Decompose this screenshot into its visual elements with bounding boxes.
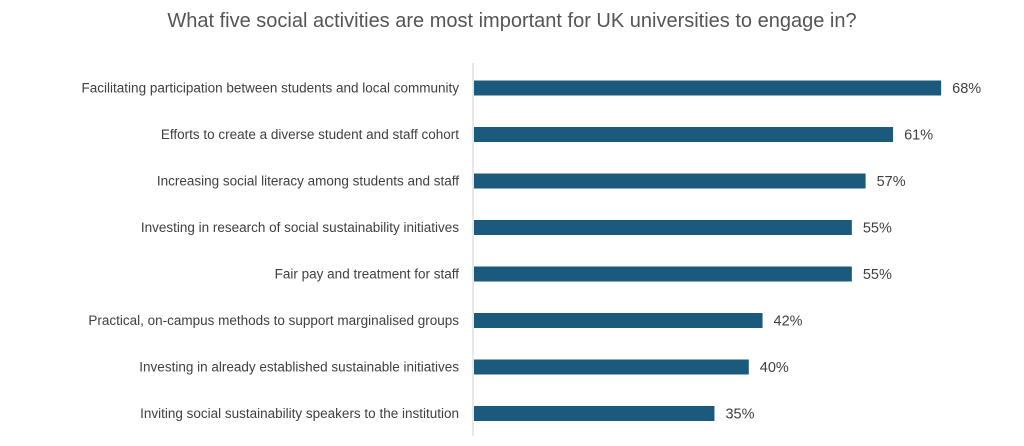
category-label: Increasing social literacy among student… — [157, 174, 459, 189]
bar — [474, 406, 715, 421]
value-label: 68% — [952, 81, 981, 97]
bar — [474, 127, 894, 142]
bar — [474, 266, 852, 282]
value-label: 55% — [863, 221, 892, 237]
value-label: 57% — [877, 174, 906, 190]
bar — [474, 80, 942, 96]
value-label: 42% — [774, 314, 803, 330]
bars — [474, 80, 942, 421]
bar — [474, 359, 749, 375]
value-label: 55% — [863, 267, 892, 283]
value-label: 40% — [760, 360, 789, 376]
category-label: Investing in already established sustain… — [139, 360, 459, 375]
category-label: Efforts to create a diverse student and … — [161, 127, 459, 142]
bar — [474, 220, 852, 235]
category-label: Fair pay and treatment for staff — [275, 267, 460, 282]
category-labels: Facilitating participation between stude… — [82, 81, 460, 422]
category-label: Practical, on-campus methods to support … — [88, 313, 459, 328]
chart-title: What five social activities are most imp… — [167, 10, 857, 32]
value-label: 61% — [904, 128, 933, 144]
bar — [474, 313, 763, 328]
category-label: Facilitating participation between stude… — [82, 81, 460, 96]
value-labels: 68% 61% 57% 55% 55% 42% 40% 35% — [725, 81, 981, 423]
category-label: Investing in research of social sustaina… — [141, 220, 459, 235]
category-label: Inviting social sustainability speakers … — [140, 406, 459, 421]
bar — [474, 173, 866, 189]
value-label: 35% — [725, 407, 754, 423]
